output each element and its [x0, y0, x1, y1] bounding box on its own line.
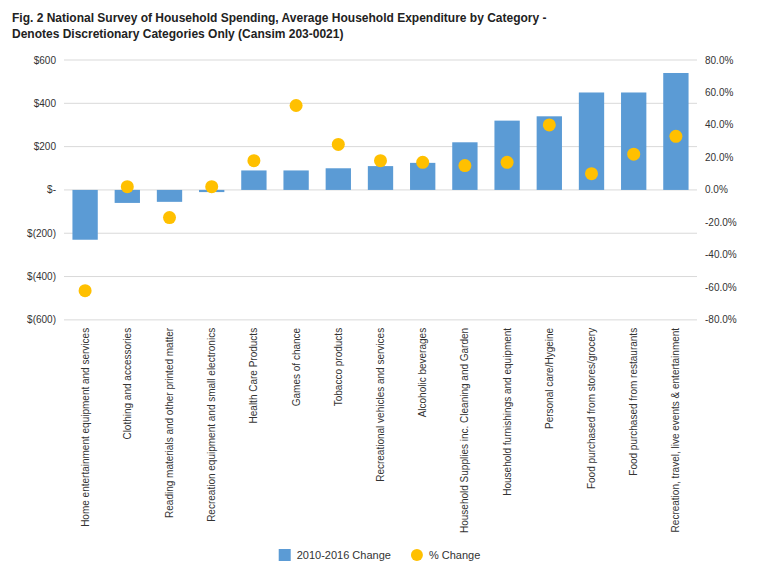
bar-series — [72, 73, 688, 240]
y2-tick-label: 0.0% — [705, 184, 728, 195]
point — [669, 130, 682, 143]
y-tick-label: $400 — [34, 98, 57, 109]
background — [0, 0, 759, 569]
x-tick-label: Reading materials and other printed matt… — [164, 327, 175, 518]
point — [374, 154, 387, 167]
grid-line — [64, 319, 697, 320]
point — [458, 159, 471, 172]
y-tick-label: $(200) — [27, 228, 56, 239]
x-axis-labels: Home entertainment equipment and service… — [80, 327, 682, 533]
y2-tick-label: -40.0% — [705, 249, 737, 260]
x-tick-label: Health Care Products — [248, 328, 259, 424]
legend-label: % Change — [429, 549, 480, 561]
x-tick-label: Home entertainment equipment and service… — [80, 328, 91, 527]
point — [205, 180, 218, 193]
y-tick-label: $- — [47, 184, 56, 195]
bar — [368, 166, 393, 190]
y-tick-label: $600 — [34, 55, 57, 66]
legend-swatch — [411, 549, 423, 561]
y2-tick-label: -20.0% — [705, 217, 737, 228]
x-tick-label: Recreation equipment and small electroni… — [206, 328, 217, 522]
y2-axis: -80.0% -60.0% -40.0% -20.0% 0.0% 20.0% 40.0% 60… — [705, 55, 737, 326]
legend-item: % Change — [411, 549, 480, 561]
x-tick-label: Household furnishings and equipment — [502, 328, 513, 496]
point — [501, 156, 514, 169]
point — [163, 211, 176, 224]
x-tick-label: Food purchased from restaurants — [628, 328, 639, 476]
grid-line — [64, 276, 697, 277]
legend-item: 2010-2016 Change — [279, 549, 391, 561]
y2-tick-label: 40.0% — [705, 119, 733, 130]
marks — [72, 73, 688, 297]
x-tick-label: Alcoholic beverages — [417, 328, 428, 418]
y-tick-label: $(400) — [27, 271, 56, 282]
point — [416, 156, 429, 169]
legend: 2010-2016 Change % Change — [279, 549, 481, 561]
point — [585, 167, 598, 180]
point — [79, 284, 92, 297]
y-tick-label: $200 — [34, 141, 57, 152]
x-tick-label: Personal care/Hygeine — [544, 327, 555, 429]
bar — [494, 121, 519, 190]
bar — [537, 116, 562, 190]
y2-tick-label: 80.0% — [705, 55, 733, 66]
bar — [663, 73, 688, 190]
bar — [157, 190, 182, 202]
point — [290, 99, 303, 112]
x-tick-label: Recreation, travel, live events & entert… — [670, 328, 681, 533]
title-line: Denotes Discretionary Categories Only (C… — [12, 27, 343, 41]
bar — [621, 92, 646, 189]
point — [247, 154, 260, 167]
point-series — [79, 99, 683, 297]
point — [332, 138, 345, 151]
y2-tick-label: 60.0% — [705, 87, 733, 98]
chart: Fig. 2 National Survey of Household Spen… — [0, 0, 759, 569]
y-tick-label: $(600) — [27, 314, 56, 325]
legend-swatch — [279, 549, 291, 561]
bar — [72, 190, 97, 240]
point — [121, 180, 134, 193]
bar — [452, 142, 477, 190]
grid — [64, 60, 697, 320]
bar — [579, 92, 604, 189]
x-tick-label: Household Supplies inc. Cleaning and Gar… — [459, 328, 470, 533]
bar — [241, 170, 266, 189]
x-tick-label: Clothing and accessories — [122, 328, 133, 440]
x-tick-label: Games of chance — [291, 327, 302, 406]
title: Fig. 2 National Survey of Household Spen… — [12, 11, 547, 41]
bar — [326, 168, 351, 190]
point — [543, 118, 556, 131]
legend-label: 2010-2016 Change — [297, 549, 391, 561]
grid-line — [64, 233, 697, 234]
y-axis: $(600) $(400) $(200) $- $200 $400 $600 — [27, 55, 56, 326]
grid-line — [64, 60, 697, 61]
x-tick-label: Tobacco products — [333, 328, 344, 406]
y2-tick-label: -60.0% — [705, 282, 737, 293]
y2-tick-label: -80.0% — [705, 314, 737, 325]
point — [627, 148, 640, 161]
x-tick-label: Food purchased from stores/grocery — [586, 328, 597, 489]
x-tick-label: Recreational vehicles and services — [375, 328, 386, 482]
bar — [283, 170, 308, 189]
title-line: Fig. 2 National Survey of Household Spen… — [12, 11, 547, 25]
y2-tick-label: 20.0% — [705, 152, 733, 163]
